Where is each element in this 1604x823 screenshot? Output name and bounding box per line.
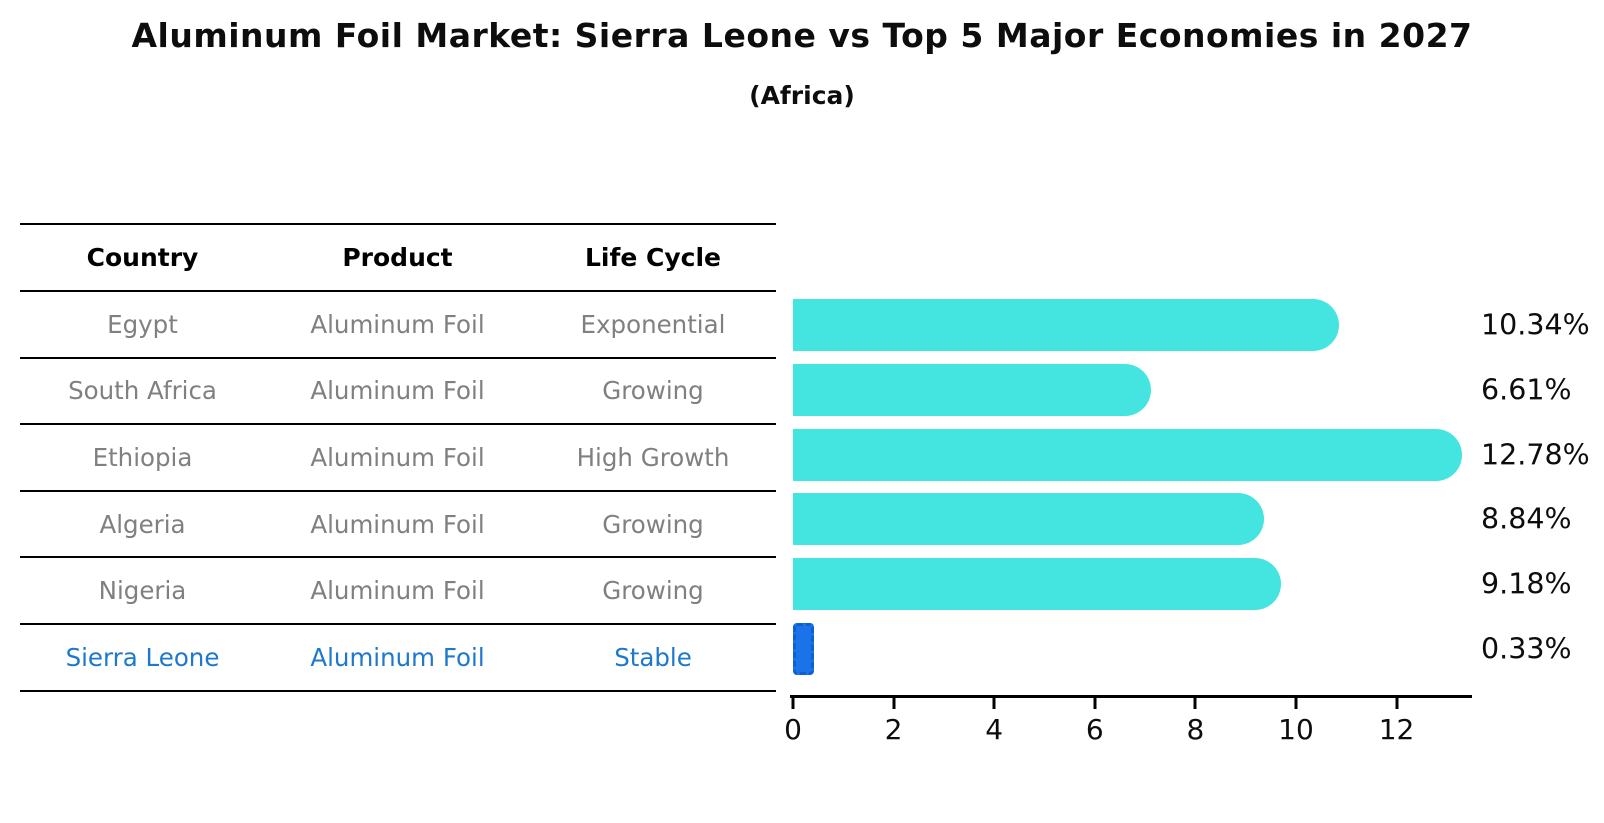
- bar-value-label: 0.33%: [1481, 632, 1572, 666]
- table-cell-life-cycle: High Growth: [576, 442, 730, 472]
- table-cell-country: Nigeria: [98, 576, 187, 606]
- table-cell-life-cycle: Exponential: [580, 309, 726, 339]
- table-row: South Africa Aluminum Foil Growing: [20, 359, 776, 426]
- x-axis-tick-label: 6: [1085, 713, 1104, 746]
- bar-south-africa: [793, 363, 1152, 416]
- bar-value-label: 8.84%: [1481, 502, 1572, 536]
- table-cell-product: Aluminum Foil: [310, 309, 485, 339]
- x-axis-tick-label: 0: [784, 713, 802, 746]
- x-axis-tick: [892, 698, 896, 709]
- x-axis-tick-label: 12: [1378, 713, 1415, 746]
- x-axis-tick: [1093, 698, 1097, 709]
- table-header-country: Country: [86, 243, 199, 272]
- x-axis-tick: [1395, 698, 1399, 709]
- x-axis-line: [790, 695, 1472, 698]
- bar-value-label: 9.18%: [1481, 567, 1572, 601]
- table-cell-life-cycle: Stable: [614, 642, 692, 672]
- table-row: Sierra Leone Aluminum Foil Stable: [20, 625, 776, 692]
- x-axis-tick-label: 2: [884, 713, 903, 746]
- x-axis-tick: [1294, 698, 1298, 709]
- bar-sierra-leone: [793, 623, 814, 675]
- table-cell-life-cycle: Growing: [602, 509, 704, 539]
- table-row: Algeria Aluminum Foil Growing: [20, 492, 776, 559]
- page-subtitle: (Africa): [749, 81, 855, 110]
- country-table: Country Product Life Cycle Egypt Aluminum …: [20, 223, 776, 692]
- table-cell-product: Aluminum Foil: [310, 376, 485, 406]
- bar-value-label: 6.61%: [1481, 373, 1572, 407]
- table-cell-country: Algeria: [99, 509, 186, 539]
- bar-algeria: [793, 493, 1264, 546]
- x-axis-tick: [791, 698, 795, 709]
- x-axis-tick-label: 4: [985, 713, 1004, 746]
- x-axis-tick-label: 10: [1278, 713, 1314, 746]
- table-header-product: Product: [342, 243, 453, 272]
- table-cell-life-cycle: Growing: [602, 576, 704, 606]
- table-cell-country: Sierra Leone: [65, 642, 220, 672]
- bar-nigeria: [793, 558, 1281, 611]
- bar-value-label: 10.34%: [1481, 308, 1590, 342]
- table-cell-product: Aluminum Foil: [310, 576, 485, 606]
- bar-ethiopia: [793, 428, 1462, 481]
- x-axis-tick: [1193, 698, 1197, 709]
- table-cell-country: Ethiopia: [92, 442, 193, 472]
- table-row: Egypt Aluminum Foil Exponential: [20, 292, 776, 359]
- table-cell-country: South Africa: [68, 376, 217, 406]
- bar-value-label: 12.78%: [1481, 438, 1590, 472]
- page-title: Aluminum Foil Market: Sierra Leone vs To…: [131, 16, 1473, 55]
- table-header-row: Country Product Life Cycle: [20, 223, 776, 292]
- table-cell-product: Aluminum Foil: [310, 642, 485, 672]
- table-header-life-cycle: Life Cycle: [584, 243, 722, 272]
- table-cell-product: Aluminum Foil: [310, 442, 485, 472]
- x-axis-tick: [992, 698, 996, 709]
- table-row: Ethiopia Aluminum Foil High Growth: [20, 425, 776, 492]
- table-cell-product: Aluminum Foil: [310, 509, 485, 539]
- table-row: Nigeria Aluminum Foil Growing: [20, 558, 776, 625]
- table-cell-life-cycle: Growing: [602, 376, 704, 406]
- table-cell-country: Egypt: [107, 309, 178, 339]
- x-axis-tick-label: 8: [1186, 713, 1205, 746]
- bar-egypt: [793, 299, 1340, 351]
